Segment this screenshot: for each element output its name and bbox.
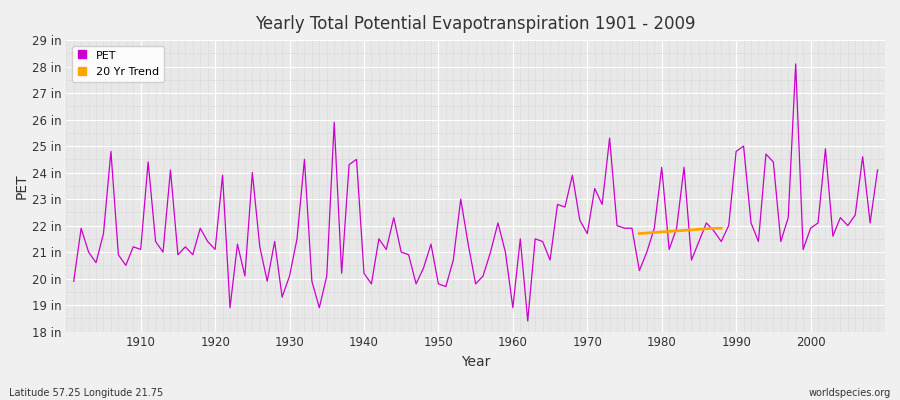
X-axis label: Year: Year (461, 355, 491, 369)
Y-axis label: PET: PET (15, 173, 29, 199)
Title: Yearly Total Potential Evapotranspiration 1901 - 2009: Yearly Total Potential Evapotranspiratio… (256, 15, 696, 33)
Text: worldspecies.org: worldspecies.org (809, 388, 891, 398)
Legend: PET, 20 Yr Trend: PET, 20 Yr Trend (72, 46, 164, 82)
Text: Latitude 57.25 Longitude 21.75: Latitude 57.25 Longitude 21.75 (9, 388, 163, 398)
